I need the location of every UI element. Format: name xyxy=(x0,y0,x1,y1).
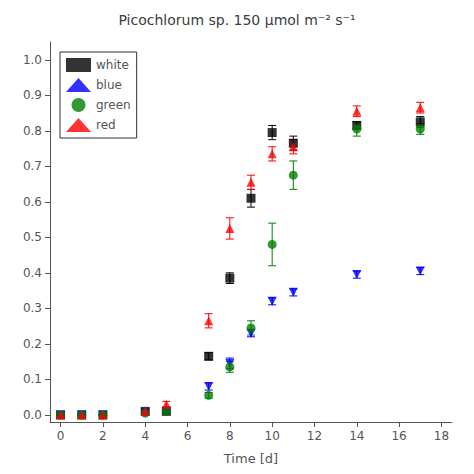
svg-text:0.3: 0.3 xyxy=(23,301,42,315)
svg-text:16: 16 xyxy=(391,429,406,443)
svg-text:red: red xyxy=(96,118,116,132)
svg-text:white: white xyxy=(96,58,129,72)
svg-text:0.6: 0.6 xyxy=(23,195,42,209)
svg-text:0.7: 0.7 xyxy=(23,159,42,173)
svg-text:Picochlorum sp. 150 μmol m⁻² s: Picochlorum sp. 150 μmol m⁻² s⁻¹ xyxy=(118,12,355,28)
svg-text:18: 18 xyxy=(434,429,449,443)
svg-text:0.5: 0.5 xyxy=(23,230,42,244)
svg-text:6: 6 xyxy=(184,429,192,443)
svg-text:1.0: 1.0 xyxy=(23,53,42,67)
svg-text:14: 14 xyxy=(349,429,364,443)
svg-text:0.1: 0.1 xyxy=(23,372,42,386)
svg-text:0.8: 0.8 xyxy=(23,124,42,138)
svg-text:0: 0 xyxy=(57,429,65,443)
svg-text:10: 10 xyxy=(265,429,280,443)
svg-text:0.4: 0.4 xyxy=(23,266,42,280)
svg-text:8: 8 xyxy=(226,429,234,443)
svg-text:Time [d]: Time [d] xyxy=(223,451,278,466)
svg-text:12: 12 xyxy=(307,429,322,443)
svg-text:blue: blue xyxy=(96,78,122,92)
svg-text:4: 4 xyxy=(141,429,149,443)
svg-text:0.9: 0.9 xyxy=(23,88,42,102)
svg-text:2: 2 xyxy=(99,429,107,443)
svg-text:0.0: 0.0 xyxy=(23,408,42,422)
svg-text:0.2: 0.2 xyxy=(23,337,42,351)
svg-text:green: green xyxy=(96,98,131,112)
